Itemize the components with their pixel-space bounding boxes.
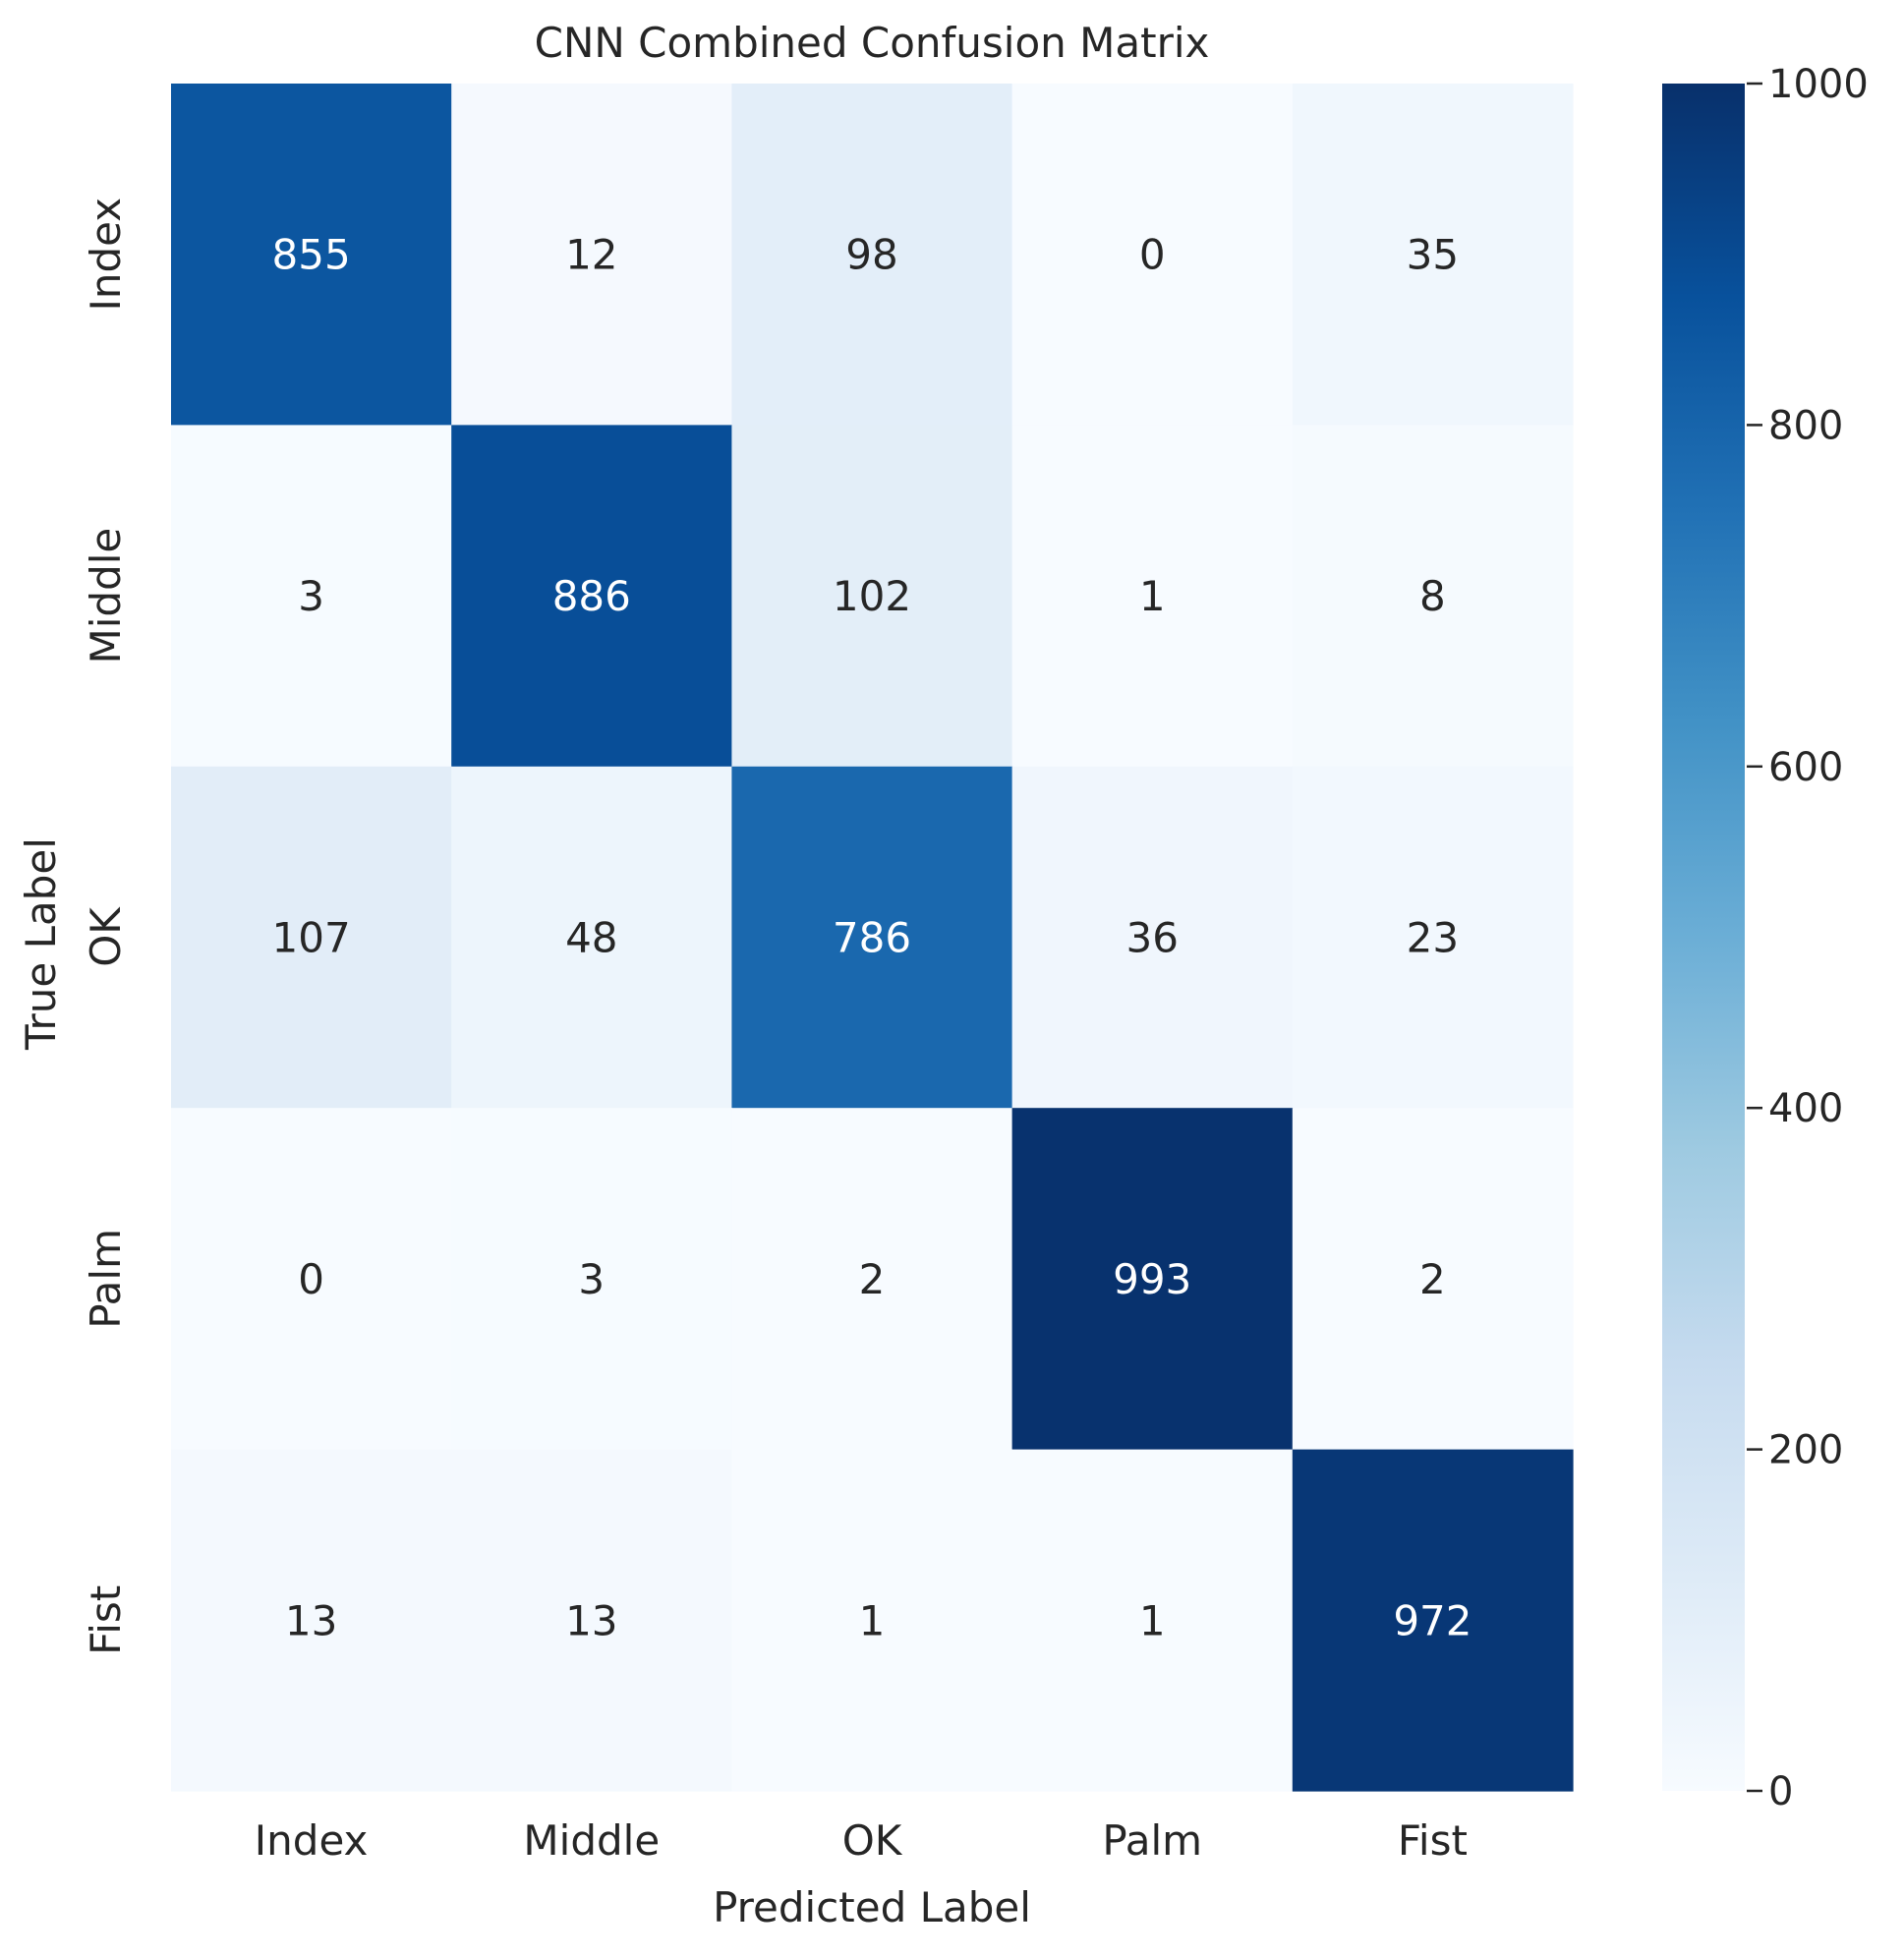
- heatmap-cell: [171, 425, 452, 768]
- cell-value-label: 3: [298, 572, 324, 620]
- cell-value-label: 2: [859, 1255, 886, 1303]
- cell-value-label: 0: [1139, 231, 1166, 279]
- cell-value-label: 1: [1139, 1596, 1166, 1644]
- heatmap-cell: [451, 425, 732, 768]
- heatmap-cell: [171, 1449, 452, 1792]
- colorbar-tick-label: 400: [1768, 1086, 1843, 1131]
- cell-value-label: 36: [1125, 914, 1178, 962]
- cell-value-label: 12: [565, 231, 617, 279]
- x-tick-label: Palm: [1102, 1816, 1202, 1865]
- y-axis-ticks: Index Middle OK Palm Fist: [82, 198, 130, 1655]
- cell-value-label: 3: [578, 1255, 605, 1303]
- cell-value-label: 2: [1419, 1255, 1446, 1303]
- cell-value-label: 1: [1139, 572, 1166, 620]
- x-tick-label: OK: [842, 1816, 903, 1865]
- heatmap-cell: [1011, 425, 1294, 768]
- cell-value-label: 886: [552, 572, 631, 620]
- colorbar: 0 200 400 600 800 1000: [1662, 62, 1869, 1814]
- cell-value-label: 993: [1113, 1255, 1191, 1303]
- colorbar-tick-label: 200: [1768, 1428, 1843, 1473]
- heatmap-cell: [451, 1108, 732, 1451]
- heatmap-cell: [731, 425, 1013, 768]
- y-tick-label: Palm: [82, 1229, 130, 1329]
- x-axis-ticks: Index Middle OK Palm Fist: [255, 1816, 1468, 1865]
- cell-value-label: 972: [1393, 1596, 1471, 1644]
- heatmap-cell: [171, 84, 452, 426]
- cell-value-label: 13: [565, 1596, 617, 1644]
- y-tick-label: Index: [82, 198, 130, 312]
- chart-title: CNN Combined Confusion Matrix: [535, 19, 1210, 67]
- heatmap-cell: [731, 766, 1013, 1109]
- cell-value-label: 98: [845, 231, 897, 279]
- heatmap-grid: 855 12 98 0 35 3 886 102 1 8 107 48 786 36 23 0 3 2 993 2 13…: [171, 84, 1574, 1792]
- x-axis-label: Predicted Label: [713, 1883, 1031, 1931]
- y-tick-label: Fist: [82, 1585, 130, 1655]
- cell-value-label: 1: [859, 1596, 886, 1644]
- heatmap-cell: [1292, 1449, 1574, 1792]
- colorbar-tick-label: 600: [1768, 745, 1843, 790]
- cell-value-label: 107: [272, 914, 351, 962]
- y-tick-label: Middle: [82, 528, 130, 664]
- x-tick-label: Middle: [523, 1816, 660, 1865]
- heatmap-cell: [731, 84, 1013, 426]
- heatmap-cell: [1011, 766, 1294, 1109]
- y-tick-label: OK: [82, 906, 130, 967]
- heatmap-cell: [1011, 1449, 1294, 1792]
- cell-value-label: 102: [833, 572, 911, 620]
- cell-value-label: 855: [272, 231, 351, 279]
- heatmap-cell: [1292, 425, 1574, 768]
- heatmap-cell: [1011, 1108, 1294, 1451]
- heatmap-cell: [1011, 84, 1294, 426]
- colorbar-gradient: [1662, 84, 1745, 1791]
- heatmap-cell: [1292, 84, 1574, 426]
- cell-value-label: 13: [285, 1596, 337, 1644]
- colorbar-tick-label: 0: [1768, 1769, 1793, 1814]
- cell-value-label: 8: [1419, 572, 1446, 620]
- heatmap-cell: [171, 766, 452, 1109]
- cell-value-label: 35: [1407, 231, 1459, 279]
- heatmap-cell: [1292, 1108, 1574, 1451]
- heatmap-cell: [1292, 766, 1574, 1109]
- y-axis-label: True Label: [17, 837, 65, 1051]
- x-tick-label: Index: [255, 1816, 369, 1865]
- cell-value-label: 0: [298, 1255, 324, 1303]
- heatmap-cell: [451, 1449, 732, 1792]
- colorbar-tick-label: 800: [1768, 403, 1843, 448]
- heatmap-cell: [731, 1449, 1013, 1792]
- colorbar-tick-label: 1000: [1768, 62, 1869, 107]
- cell-value-label: 23: [1407, 914, 1459, 962]
- heatmap-cell: [451, 766, 732, 1109]
- heatmap-cell: [171, 1108, 452, 1451]
- x-tick-label: Fist: [1398, 1816, 1468, 1865]
- cell-value-label: 786: [833, 914, 911, 962]
- cell-value-label: 48: [565, 914, 617, 962]
- heatmap-cell: [451, 84, 732, 426]
- heatmap-cell: [731, 1108, 1013, 1451]
